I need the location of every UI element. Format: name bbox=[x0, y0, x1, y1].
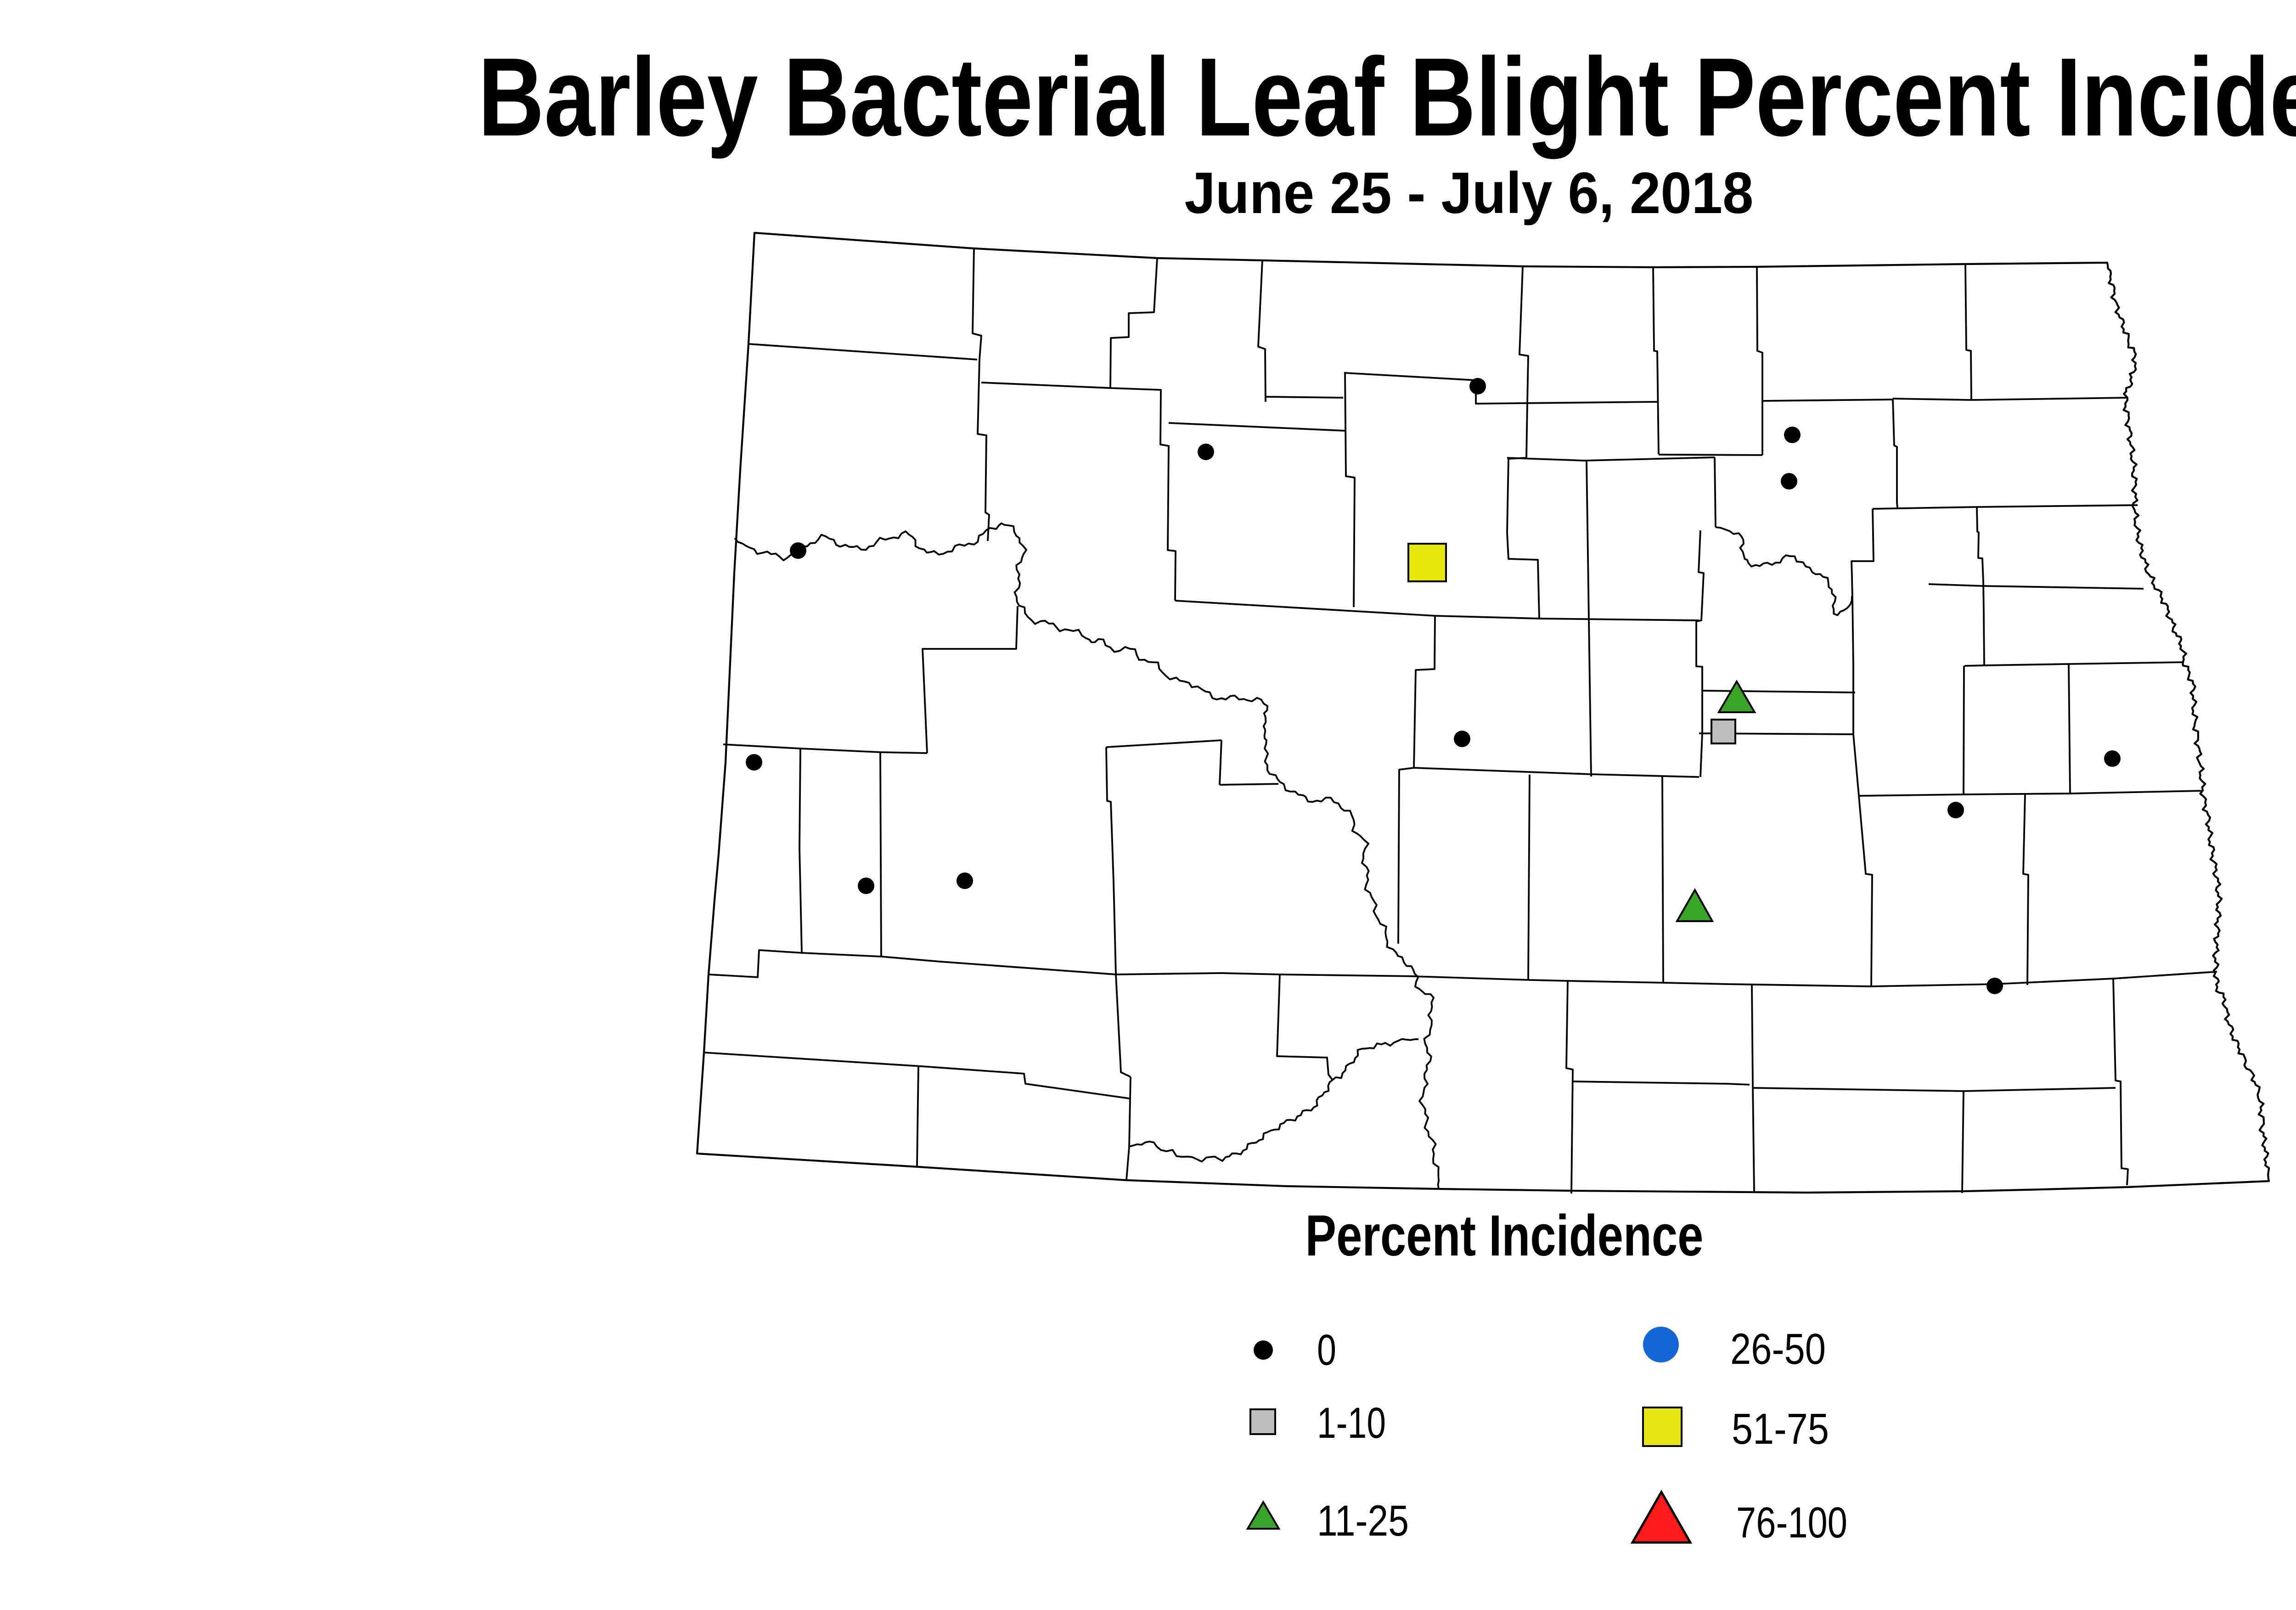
svg-text:76-100: 76-100 bbox=[1736, 1498, 1847, 1547]
svg-text:11-25: 11-25 bbox=[1317, 1497, 1409, 1545]
svg-text:1-10: 1-10 bbox=[1317, 1399, 1386, 1447]
svg-text:51-75: 51-75 bbox=[1732, 1405, 1829, 1453]
svg-text:26-50: 26-50 bbox=[1730, 1325, 1826, 1374]
svg-text:Barley Bacterial Leaf Blight P: Barley Bacterial Leaf Blight Percent Inc… bbox=[478, 35, 2296, 159]
svg-text:June 25 - July 6, 2018: June 25 - July 6, 2018 bbox=[1185, 160, 1754, 225]
svg-text:Percent Incidence: Percent Incidence bbox=[1306, 1203, 1704, 1268]
svg-text:0: 0 bbox=[1317, 1326, 1336, 1374]
